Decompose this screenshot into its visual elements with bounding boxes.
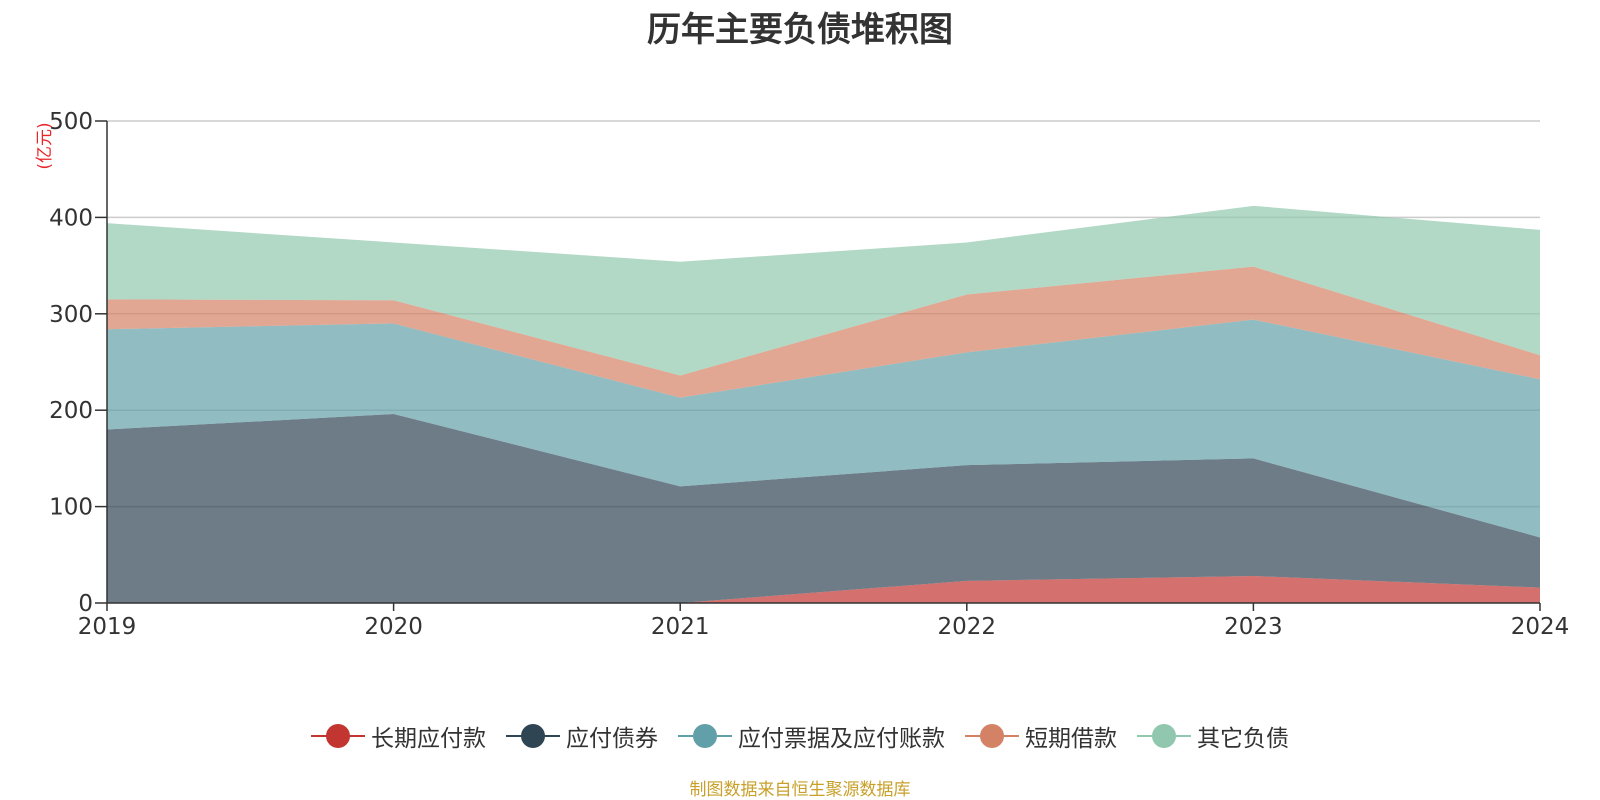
legend-item-4[interactable]: 短期借款: [965, 719, 1117, 753]
legend-item-1[interactable]: 长期应付款: [311, 719, 486, 753]
y-tick-label: 300: [49, 302, 93, 328]
legend: 长期应付款 应付债券 应付票据及应付账款 短期借款 其它负债: [0, 716, 1600, 756]
axis-layer: 0 100 200 300 400 500 2019 2020 2021 2022 2023 2024…: [35, 109, 1569, 640]
y-tick-label: 0: [78, 591, 93, 617]
x-tick-label: 2020: [364, 614, 423, 640]
x-tick-label: 2023: [1224, 614, 1283, 640]
legend-item-5[interactable]: 其它负债: [1137, 719, 1289, 753]
area-series-5: [107, 205, 1540, 376]
area-layer: [107, 205, 1540, 603]
area-series-2: [107, 414, 1540, 603]
y-tick-label: 200: [49, 398, 93, 424]
source-note: 制图数据来自恒生聚源数据库: [689, 780, 911, 800]
legend-label: 短期借款: [1025, 726, 1117, 752]
legend-marker-icon: [965, 722, 1019, 750]
legend-item-3[interactable]: 应付票据及应付账款: [678, 719, 945, 753]
x-tick-label: 2024: [1511, 614, 1570, 640]
legend-marker-icon: [678, 722, 732, 750]
x-tick-label: 2019: [78, 614, 137, 640]
legend-label: 应付票据及应付账款: [738, 726, 945, 752]
area-series-1: [107, 576, 1540, 603]
y-tick-label: 100: [49, 495, 93, 521]
y-tick-label: 400: [49, 205, 93, 231]
chart-title: 历年主要负债堆积图: [647, 10, 953, 50]
legend-marker-icon: [1137, 722, 1191, 750]
area-series-4: [107, 266, 1540, 398]
legend-label: 其它负债: [1197, 726, 1289, 752]
y-tick-label: 500: [49, 109, 93, 135]
legend-marker-icon: [506, 722, 560, 750]
legend-item-2[interactable]: 应付债券: [506, 719, 658, 753]
legend-label: 应付债券: [566, 726, 658, 752]
legend-marker-icon: [311, 722, 365, 750]
area-series-3: [107, 319, 1540, 538]
x-tick-label: 2022: [938, 614, 997, 640]
y-axis-unit-label: (亿元): [35, 122, 55, 169]
legend-label: 长期应付款: [371, 726, 486, 752]
x-tick-label: 2021: [651, 614, 710, 640]
